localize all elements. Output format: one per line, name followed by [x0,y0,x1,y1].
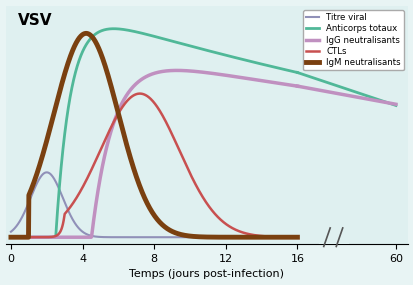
Legend: Titre viral, Anticorps totaux, IgG neutralisants, CTLs, IgM neutralisants: Titre viral, Anticorps totaux, IgG neutr… [302,10,403,70]
Bar [318,241,347,244]
X-axis label: Temps (jours post-infection): Temps (jours post-infection) [129,269,284,280]
Text: VSV: VSV [18,13,52,28]
